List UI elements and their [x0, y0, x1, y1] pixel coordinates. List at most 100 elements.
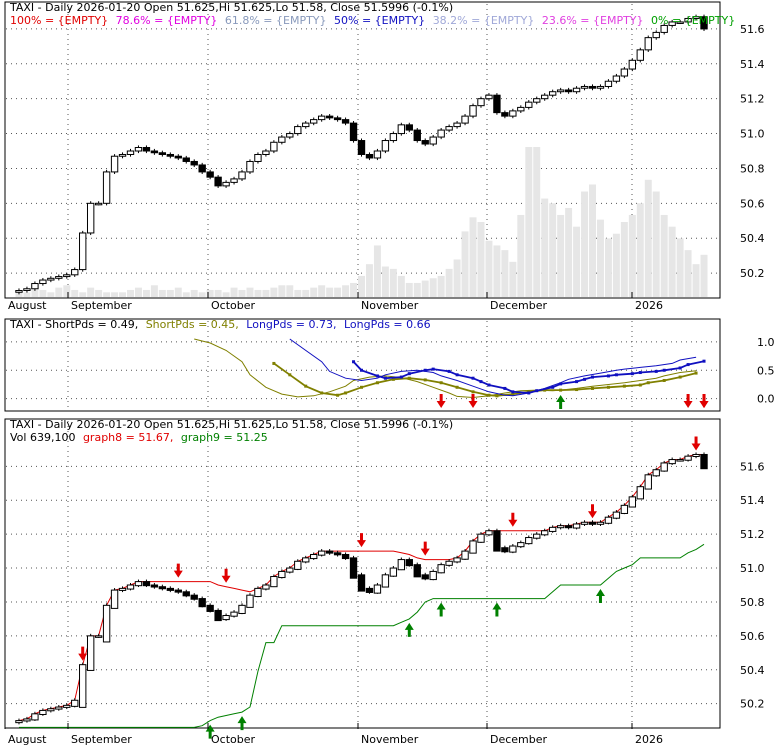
volume-bar — [182, 292, 190, 297]
candle-body — [509, 110, 517, 117]
indicator-series-marker — [583, 377, 587, 381]
candle-body — [86, 202, 95, 234]
candle-body — [79, 664, 87, 708]
candle-body — [580, 521, 589, 525]
candle-body — [254, 587, 262, 598]
indicator-legend-longpds-1: LongPds = 0.73, — [246, 318, 336, 331]
candle-body — [405, 124, 413, 131]
candle-body — [596, 85, 605, 89]
indicator-series-marker — [344, 391, 348, 395]
candle-body — [126, 150, 135, 155]
fib-legend-50: 50% = {EMPTY} — [334, 14, 425, 27]
volume-bar — [174, 287, 182, 297]
candle-body — [349, 557, 358, 579]
indicator-series-marker — [654, 369, 658, 373]
candle-body — [676, 21, 684, 24]
y-tick-label: 50.4 — [740, 664, 765, 677]
x-tick-label: November — [361, 299, 419, 312]
candle-body — [509, 545, 517, 553]
svg-text:TAXI - ShortPds = 0.49, Sh: TAXI - ShortPds = 0.49, ShortPds = 0.45,… — [9, 318, 431, 331]
support-line — [19, 543, 705, 728]
candle-body — [47, 708, 55, 712]
indicator-series-line — [194, 338, 697, 399]
candle-body — [684, 17, 692, 23]
indicator-series-marker — [352, 360, 356, 364]
candle-body — [485, 94, 493, 100]
indicator-series-marker — [559, 388, 563, 392]
indicator-series-marker — [630, 372, 634, 376]
volume-bar — [190, 289, 198, 297]
candle-body — [413, 564, 421, 578]
fib-legend-618: 61.8% = {EMPTY} — [225, 14, 327, 27]
trend-x-ticks: August September October November December 20… — [4, 723, 663, 745]
volume-bar — [87, 287, 95, 297]
indicator-series-marker — [304, 384, 308, 388]
candle-body — [668, 21, 676, 26]
volume-bar — [620, 222, 628, 297]
arrow-down-icon — [588, 504, 597, 519]
candle-body — [493, 530, 501, 552]
volume-bar — [166, 289, 174, 297]
candle-body — [453, 557, 461, 563]
indicator-series-marker — [423, 378, 427, 382]
candle-body — [71, 269, 79, 276]
trend-grid — [6, 421, 719, 727]
volume-bar — [63, 285, 71, 297]
candle-body — [23, 718, 31, 722]
arrow-down-icon — [436, 394, 446, 408]
volume-bar — [206, 289, 214, 297]
candle-body — [102, 604, 111, 643]
y-tick-label: 50.2 — [740, 267, 765, 280]
volume-bar — [485, 240, 493, 297]
volume-bar — [350, 282, 358, 297]
candle-body — [413, 129, 421, 142]
volume-bar — [230, 287, 238, 297]
y-tick-label: 50.4 — [740, 232, 765, 245]
candle-body — [110, 155, 119, 173]
indicator-series-marker — [678, 366, 682, 370]
volume-bar — [158, 289, 166, 297]
candle-body — [564, 525, 573, 529]
candle-body — [23, 288, 31, 292]
candle-body — [278, 136, 286, 143]
volume-bar — [31, 289, 39, 297]
volume-bar — [461, 231, 469, 297]
price-y-ticks: 51.6 51.4 51.2 51.0 50.8 50.6 50.4 50.2 — [740, 23, 765, 280]
indicator-series-marker — [391, 377, 395, 381]
candle-body — [517, 106, 525, 112]
candle-body — [525, 101, 533, 108]
indicator-series-marker — [511, 390, 515, 394]
arrow-down-icon — [691, 436, 701, 451]
indicator-series-marker — [399, 375, 403, 379]
candle-body — [294, 126, 302, 135]
y-tick-label: 51.4 — [740, 58, 765, 71]
candle-body — [198, 598, 206, 608]
candle-body — [453, 122, 461, 128]
x-tick-label: 2026 — [635, 299, 663, 312]
volume-bar — [604, 238, 612, 297]
volume-bar — [326, 287, 334, 297]
volume-bar — [437, 275, 445, 297]
candle-body — [270, 141, 278, 152]
candle-body — [628, 59, 637, 70]
volume-bar — [134, 287, 142, 297]
candle-body — [190, 594, 198, 600]
x-tick-label: November — [361, 733, 419, 745]
indicator-series-marker — [455, 373, 459, 377]
indicator-lines — [194, 338, 706, 399]
volume-bar — [103, 292, 111, 297]
indicator-series-marker — [503, 386, 507, 390]
candle-body — [445, 560, 453, 566]
arrow-down-icon — [468, 394, 478, 408]
candle-body — [692, 16, 700, 19]
candle-body — [700, 453, 708, 470]
volume-bar — [389, 268, 397, 297]
candle-body — [71, 699, 79, 707]
fib-legend-786: 78.6% = {EMPTY} — [116, 14, 218, 27]
trend-panel-frame — [4, 418, 721, 729]
candle-body — [381, 574, 390, 588]
volume-bar — [198, 292, 206, 297]
candle-body — [548, 526, 557, 532]
indicator-series-marker — [527, 391, 531, 395]
y-tick-label: 0.5 — [757, 364, 775, 377]
